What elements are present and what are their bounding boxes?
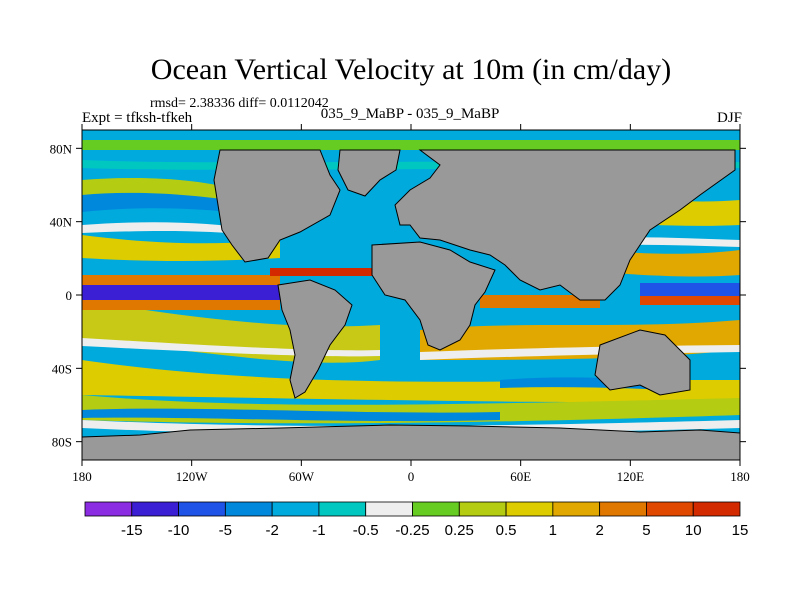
lon-label: 60W — [289, 469, 315, 484]
experiment-label: Expt = tfksh-tfkeh — [82, 110, 193, 126]
map-panel — [82, 130, 740, 460]
lat-label: 0 — [66, 288, 73, 303]
plot-title: Ocean Vertical Velocity at 10m (in cm/da… — [150, 53, 672, 86]
lon-label: 0 — [408, 469, 415, 484]
lon-label: 120E — [617, 469, 645, 484]
colorbar-label: -0.5 — [353, 522, 379, 539]
colorbar-box — [365, 501, 413, 517]
map-ticks: 180 120W 60W 0 60E 120E 180 80N 40N 0 40S 80S — [50, 124, 750, 484]
colorbar-box — [692, 501, 741, 517]
lat-label: 40N — [50, 215, 73, 230]
colorbar-label: -15 — [121, 522, 143, 539]
stats-label: rmsd= 2.38336 diff= 0.0112042 — [150, 96, 329, 111]
lon-label: 60E — [510, 469, 531, 484]
colorbar-label: -0.25 — [395, 522, 429, 539]
colorbar-box — [505, 501, 554, 517]
colorbar-label: -1 — [312, 522, 325, 539]
colorbar-box — [599, 501, 647, 517]
colorbar-box — [178, 501, 226, 517]
colorbar: -15 -10 -5 -2 -1 -0.5 -0.25 0.25 0.5 1 2 5 10 15 — [84, 501, 749, 539]
lon-label: 180 — [730, 469, 750, 484]
colorbar-box — [84, 501, 133, 517]
colorbar-box — [458, 501, 507, 517]
colorbar-box — [224, 501, 273, 517]
colorbar-box — [552, 501, 601, 517]
colorbar-box — [646, 501, 694, 517]
colorbar-label: -2 — [265, 522, 278, 539]
colorbar-box — [412, 501, 460, 517]
colorbar-label: 0.25 — [445, 522, 474, 539]
colorbar-label: 1 — [549, 522, 557, 539]
colorbar-label: -5 — [219, 522, 232, 539]
colorbar-label: 0.5 — [496, 522, 517, 539]
lat-label: 80N — [50, 141, 73, 156]
lon-label: 180 — [72, 469, 92, 484]
land-mask — [82, 149, 740, 460]
season-label: DJF — [716, 110, 742, 126]
colorbar-label: 2 — [595, 522, 603, 539]
colorbar-box — [318, 501, 367, 517]
lat-label: 40S — [52, 361, 72, 376]
colorbar-box — [131, 501, 179, 517]
colorbar-label: 15 — [732, 522, 749, 539]
colorbar-box — [271, 501, 320, 517]
center-label: 035_9_MaBP - 035_9_MaBP — [320, 106, 500, 122]
colorbar-label: 5 — [642, 522, 650, 539]
colorbar-label: 10 — [685, 522, 702, 539]
lat-label: 80S — [52, 435, 72, 450]
colorbar-label: -10 — [168, 522, 190, 539]
lon-label: 120W — [176, 469, 209, 484]
